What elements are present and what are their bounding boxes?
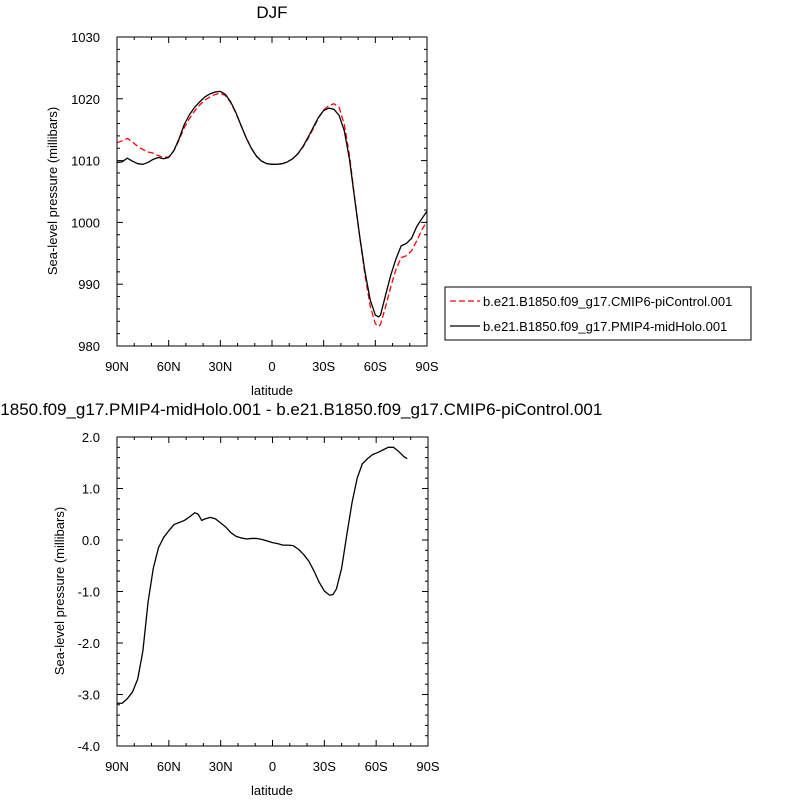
x-tick-label: 90S <box>416 759 439 774</box>
y-tick-label: 1020 <box>71 92 100 107</box>
x-tick-label: 0 <box>269 759 276 774</box>
x-axis-label: latitude <box>251 783 293 798</box>
legend: b.e21.B1850.f09_g17.CMIP6-piControl.001 … <box>444 286 752 341</box>
legend-label-picontrol: b.e21.B1850.f09_g17.CMIP6-piControl.001 <box>483 294 732 309</box>
x-tick-label: 60S <box>364 359 387 374</box>
series-line-0 <box>116 92 428 327</box>
x-tick-label: 0 <box>268 359 275 374</box>
difference-chart-title: b.e21.B1850.f09_g17.PMIP4-midHolo.001 - … <box>0 400 602 419</box>
y-tick-label: 0.0 <box>82 533 100 548</box>
x-tick-label: 30S <box>312 359 335 374</box>
y-tick-label: 1030 <box>71 30 100 45</box>
bottom-panel-difference: b.e21.B1850.f09_g17.PMIP4-midHolo.001 - … <box>0 400 602 798</box>
legend-box <box>444 286 752 341</box>
x-tick-label: 90N <box>105 359 129 374</box>
x-tick-label: 90N <box>105 759 129 774</box>
y-tick-label: -3.0 <box>78 688 100 703</box>
y-tick-label: 980 <box>78 339 100 354</box>
plot-frame <box>116 436 429 747</box>
x-tick-label: 30N <box>209 759 233 774</box>
y-tick-label: 2.0 <box>82 430 100 445</box>
x-tick-label: 90S <box>415 359 438 374</box>
y-axis-label: Sea-level pressure (millibars) <box>45 107 60 275</box>
y-tick-label: 990 <box>78 277 100 292</box>
y-tick-label: 1.0 <box>82 482 100 497</box>
x-tick-label: 60S <box>365 759 388 774</box>
x-tick-label: 30N <box>208 359 232 374</box>
x-tick-label: 30S <box>313 759 336 774</box>
y-axis-label: Sea-level pressure (millibars) <box>52 507 67 675</box>
y-tick-label: -1.0 <box>78 585 100 600</box>
legend-label-midholo: b.e21.B1850.f09_g17.PMIP4-midHolo.001 <box>483 319 727 334</box>
plot-frame <box>116 36 428 347</box>
x-axis-label: latitude <box>251 383 293 398</box>
series-line-0 <box>117 446 408 704</box>
series-line-1 <box>116 90 428 318</box>
y-tick-label: 1000 <box>71 215 100 230</box>
top-panel-sea-level-pressure: DJF 90N 60N 30N 0 30S 60S 90S 980 990 1000 1010 10… <box>45 3 752 398</box>
y-tick-label: -4.0 <box>78 739 100 754</box>
x-tick-label: 60N <box>157 759 181 774</box>
x-tick-label: 60N <box>157 359 181 374</box>
chart-title: DJF <box>256 3 287 22</box>
y-tick-label: -2.0 <box>78 636 100 651</box>
y-tick-label: 1010 <box>71 154 100 169</box>
